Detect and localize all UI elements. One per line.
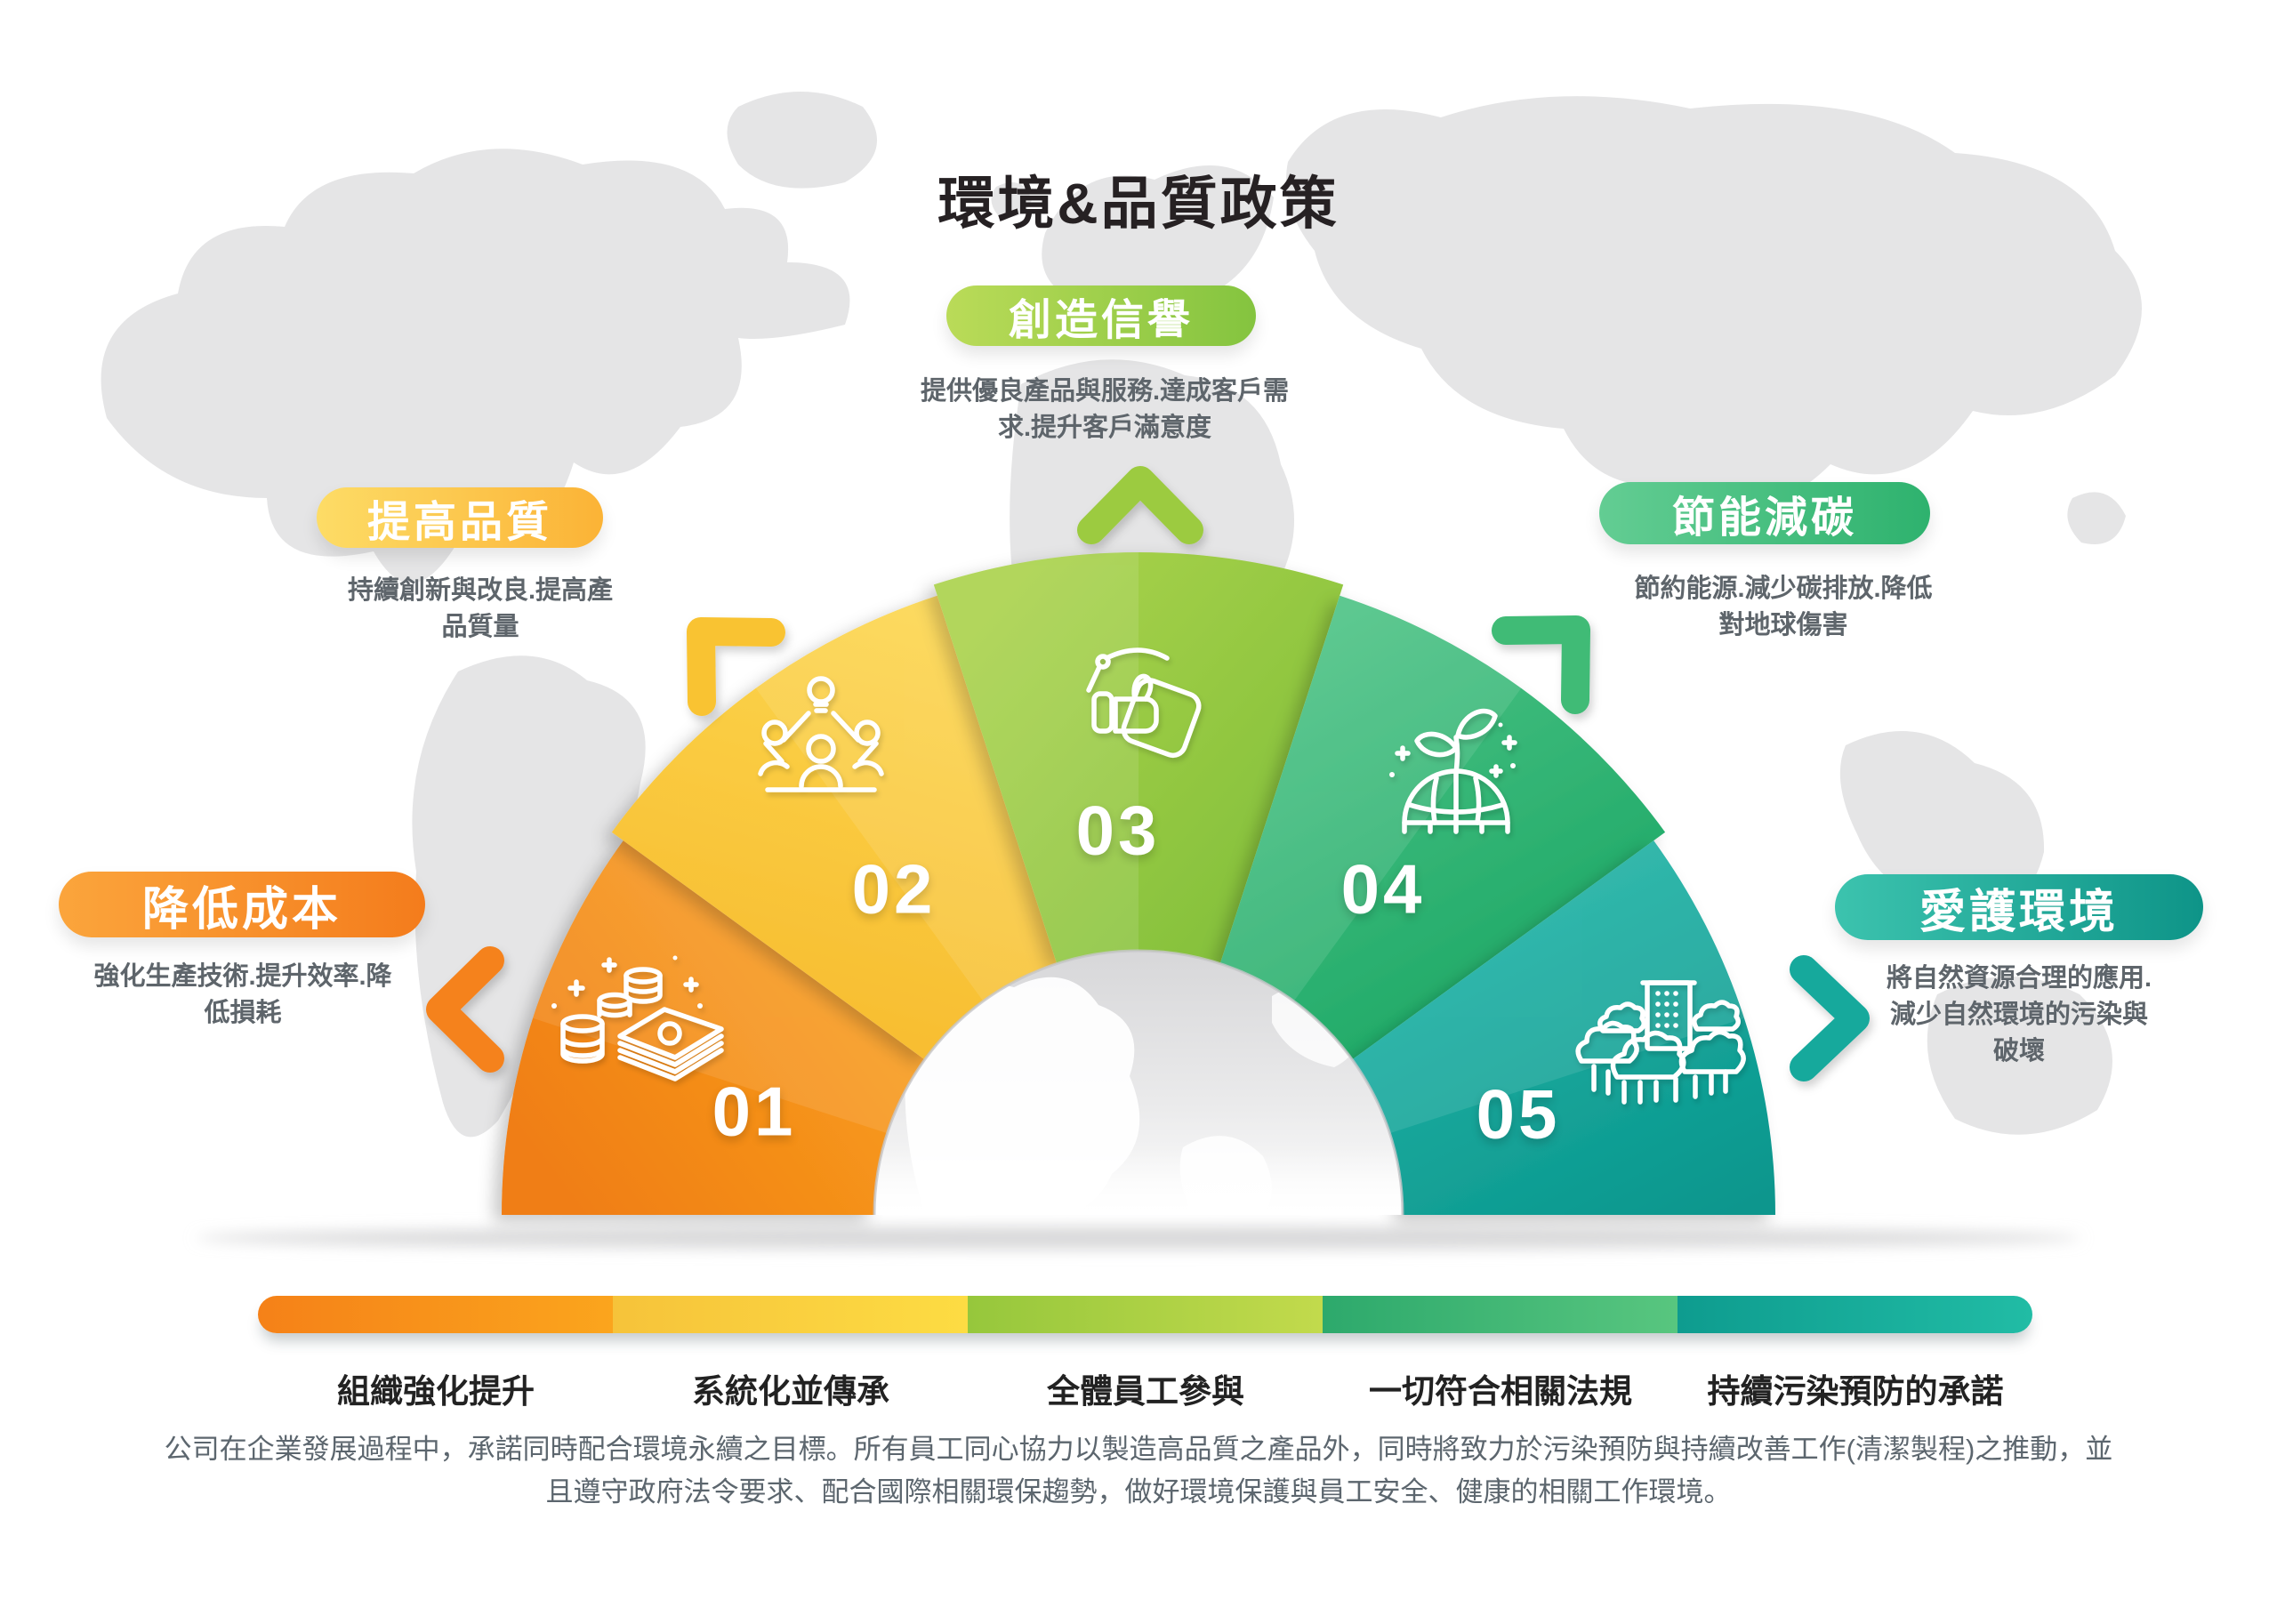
legend-bar-segment [968,1296,1323,1333]
carbon-chevron-icon [1492,615,1590,714]
gauge-segment-03 [933,551,1344,964]
gauge-base-shadow [196,1226,2081,1250]
callout-pill-trust: 創造信譽 [946,285,1256,346]
segment-number-01: 01 [712,1072,797,1151]
thumbs-up-icon [1086,647,1202,759]
legend-label-5: 持續污染預防的承諾 [1707,1373,2004,1410]
policy-statement: 公司在企業發展過程中，承諾同時配合環境永續之目標。所有員工同心協力以製造高品質之… [164,1434,2113,1508]
segment-number-02: 02 [851,849,937,929]
callout-pill-cost: 降低成本 [59,872,425,937]
callout-description-environment: 將自然資源合理的應用.減少自然環境的污染與破壞 [1886,964,2152,1066]
legend-bar-segment [1678,1296,2032,1333]
callout-label: 創造信譽 [1008,297,1194,344]
cost-chevron-icon [426,946,504,1073]
callout-label: 提高品質 [366,499,552,546]
trust-chevron-icon [1077,466,1203,544]
globe-sprout-icon [1389,708,1517,834]
callout-description-carbon: 節約能源.減少碳排放.降低對地球傷害 [1634,575,1933,640]
segment-number-03: 03 [1075,791,1161,870]
gauge-segment-04 [1219,595,1666,1060]
legend-bar-segment [258,1296,613,1333]
callout-label: 節能減碳 [1671,494,1857,542]
legend-label-2: 系統化並傳承 [692,1373,889,1410]
legend-label-3: 全體員工參與 [1047,1373,1244,1410]
base-whiteout [0,1211,2277,1624]
segment-number-04: 04 [1340,849,1426,929]
teamwork-icon [758,676,884,792]
gauge-sheens [533,551,1744,1134]
callout-pill-carbon: 節能減碳 [1599,482,1930,544]
legend-label-4: 一切符合相關法規 [1369,1373,1632,1410]
environment-chevron-icon [1790,955,1870,1081]
callout-label: 愛護環境 [1919,886,2119,938]
quality-chevron-icon [687,617,785,716]
legend-label-1: 組織強化提升 [337,1373,535,1410]
callout-pill-quality: 提高品質 [317,487,603,548]
legend-gradient-bar [258,1296,2032,1333]
world-map-background [101,92,2142,1138]
gauge-segment-05 [1352,840,1775,1215]
legend-bar-segment [613,1296,968,1333]
page-title: 環境&品質政策 [937,172,1340,236]
legend-bar-segment [1323,1296,1678,1333]
gauge-segment-02 [611,595,1058,1060]
callout-label: 降低成本 [141,883,342,936]
callout-description-cost: 強化生產技術.提升效率.降低損耗 [93,962,392,1028]
callout-pill-environment: 愛護環境 [1835,874,2203,940]
money-icon [551,955,724,1081]
gauge-wedges [502,551,1775,1215]
callout-description-trust: 提供優良產品與服務.達成客戶需求.提升客戶滿意度 [920,377,1290,443]
callout-description-quality: 持續創新與改良.提高產品質量 [347,576,614,642]
segment-number-05: 05 [1476,1074,1561,1154]
city-trees-icon [1575,980,1746,1105]
